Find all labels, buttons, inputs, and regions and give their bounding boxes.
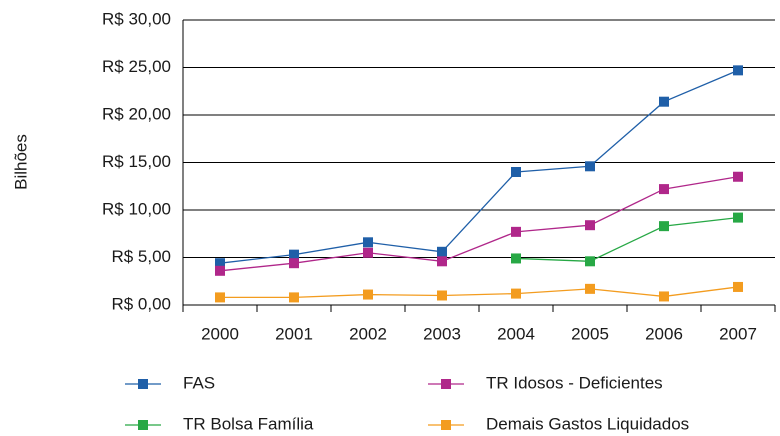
y-tick-label: R$ 20,00: [102, 104, 171, 123]
legend-marker: [441, 420, 451, 430]
y-tick-label: R$ 15,00: [102, 152, 171, 171]
x-tick-label: 2002: [349, 324, 387, 343]
data-point: [363, 237, 373, 248]
series-line: [219, 69, 739, 264]
data-point: [215, 292, 225, 303]
data-point: [733, 212, 743, 223]
data-point: [585, 256, 595, 267]
data-point: [215, 265, 225, 276]
data-point: [659, 291, 669, 302]
y-tick-label: R$ 30,00: [102, 9, 171, 28]
data-point: [437, 246, 447, 257]
data-point: [511, 226, 521, 237]
series-line: [515, 216, 739, 262]
x-tick-label: 2006: [645, 324, 683, 343]
data-point: [511, 167, 521, 177]
data-point: [733, 281, 743, 292]
data-point: [511, 253, 521, 264]
data-point: [659, 96, 669, 107]
legend-label: Demais Gastos Liquidados: [486, 414, 689, 433]
x-tick-label: 2001: [275, 324, 313, 343]
x-tick-label: 2007: [719, 324, 757, 343]
x-tick-label: 2003: [423, 324, 461, 343]
data-point: [511, 288, 521, 299]
y-tick-label: R$ 0,00: [111, 294, 171, 313]
legend-marker: [138, 420, 148, 430]
legend-label: TR Idosos - Deficientes: [486, 373, 663, 392]
x-tick-label: 2004: [497, 324, 535, 343]
data-point: [363, 247, 373, 258]
y-tick-label: R$ 10,00: [102, 199, 171, 218]
data-point: [289, 258, 299, 269]
data-point: [733, 171, 743, 182]
data-point: [215, 258, 225, 269]
data-point: [585, 220, 595, 231]
series-line: [220, 286, 739, 299]
data-point: [289, 249, 299, 260]
legend-marker: [441, 379, 451, 389]
data-point: [585, 161, 595, 172]
legend-marker: [138, 379, 148, 389]
x-tick-label: 2000: [201, 324, 239, 343]
data-point: [733, 65, 743, 76]
data-point: [437, 256, 447, 267]
data-point: [659, 221, 669, 232]
data-point: [585, 283, 595, 294]
legend-label: TR Bolsa Família: [183, 414, 314, 433]
y-tick-label: R$ 25,00: [102, 57, 171, 76]
y-axis-label: Bilhões: [11, 134, 30, 190]
series-line: [219, 176, 739, 272]
data-point: [289, 292, 299, 303]
x-tick-label: 2005: [571, 324, 609, 343]
data-point: [437, 290, 447, 301]
y-tick-label: R$ 5,00: [111, 247, 171, 266]
data-point: [659, 184, 669, 195]
legend-label: FAS: [183, 373, 215, 392]
data-point: [363, 289, 373, 300]
